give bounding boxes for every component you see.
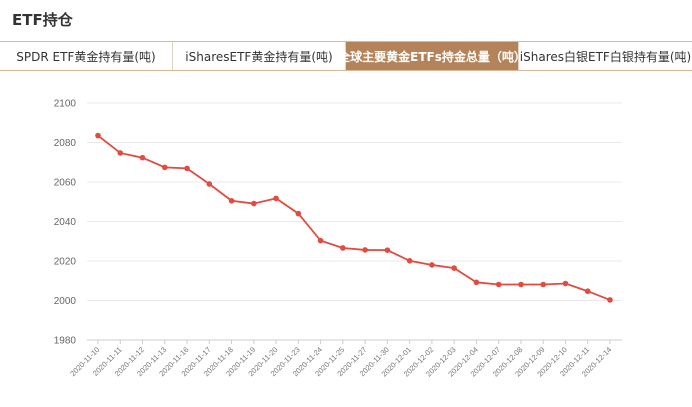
data-point[interactable] xyxy=(139,154,146,161)
tab-spdr-gold[interactable]: SPDR ETF黄金持有量(吨) xyxy=(0,42,173,70)
y-tick-label: 2040 xyxy=(54,217,77,228)
data-point[interactable] xyxy=(117,150,124,156)
data-point[interactable] xyxy=(161,164,168,171)
data-point[interactable] xyxy=(451,265,457,271)
tab-global-gold-etfs[interactable]: 全球主要黄金ETFs持金总量（吨） xyxy=(338,42,526,70)
tab-ishares-gold[interactable]: iSharesETF黄金持有量(吨) xyxy=(173,42,346,70)
data-point[interactable] xyxy=(607,297,613,303)
data-point[interactable] xyxy=(251,200,257,207)
data-point[interactable] xyxy=(362,247,368,253)
y-tick-label: 2000 xyxy=(54,296,77,307)
tab-bar: SPDR ETF黄金持有量(吨) iSharesETF黄金持有量(吨) 全球主要… xyxy=(0,41,692,71)
data-point[interactable] xyxy=(184,165,190,172)
data-point[interactable] xyxy=(273,195,279,202)
line-chart: 19802000202020402060208021002020-11-1020… xyxy=(54,99,622,379)
tab-ishares-silver[interactable]: iShares白银ETF白银持有量(吨) xyxy=(519,49,692,64)
data-point[interactable] xyxy=(473,279,480,286)
y-tick-label: 2020 xyxy=(54,257,77,268)
data-point[interactable] xyxy=(518,281,524,288)
data-point[interactable] xyxy=(206,181,213,187)
data-point[interactable] xyxy=(317,237,324,244)
data-point[interactable] xyxy=(384,247,391,253)
data-point[interactable] xyxy=(295,210,302,217)
series-line xyxy=(97,134,611,301)
y-tick-label: 2080 xyxy=(54,138,77,149)
data-point[interactable] xyxy=(495,281,502,288)
data-point[interactable] xyxy=(228,197,235,204)
data-point[interactable] xyxy=(562,280,569,287)
y-tick-label: 2100 xyxy=(54,99,77,110)
data-point[interactable] xyxy=(429,262,435,268)
data-point[interactable] xyxy=(406,258,413,264)
data-point[interactable] xyxy=(584,288,591,295)
y-tick-label: 2060 xyxy=(54,178,77,189)
data-point[interactable] xyxy=(95,132,101,139)
data-point[interactable] xyxy=(340,245,346,251)
y-tick-label: 1980 xyxy=(54,336,77,347)
page-title: ETF持仓 xyxy=(12,11,73,29)
data-point[interactable] xyxy=(540,281,547,288)
